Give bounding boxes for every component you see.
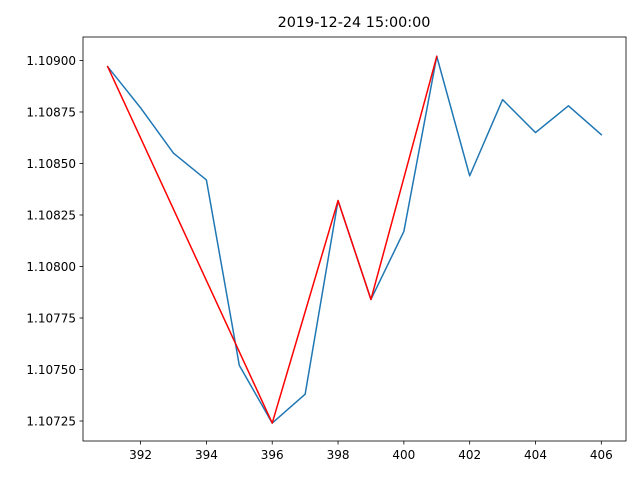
x-tick-label: 398: [327, 448, 350, 462]
x-tick-label: 396: [261, 448, 284, 462]
axes-layer: 392 394 396 398 400 402 404 406 1.10725 1.10750 1.…: [26, 36, 627, 462]
series-line-2: [106, 55, 438, 424]
y-tick-label: 1.10900: [26, 54, 76, 68]
x-tick-label: 400: [392, 448, 415, 462]
y-tick-label: 1.10875: [26, 105, 76, 119]
y-tick-label: 1.10800: [26, 260, 76, 274]
x-tick-label: 392: [129, 448, 152, 462]
y-tick-label: 1.10750: [26, 363, 76, 377]
y-tick-label: 1.10775: [26, 311, 76, 325]
x-tick-label: 402: [458, 448, 481, 462]
x-tick-label: 394: [195, 448, 218, 462]
y-tick-label: 1.10825: [26, 208, 76, 222]
y-tick-label: 1.10725: [26, 414, 76, 428]
chart-title: 2019-12-24 15:00:00: [278, 15, 431, 31]
y-tick-label: 1.10850: [26, 157, 76, 171]
axes-frame: [82, 36, 627, 442]
x-tick-label: 406: [590, 448, 613, 462]
x-tick-label: 404: [524, 448, 547, 462]
series-layer: [106, 55, 603, 424]
